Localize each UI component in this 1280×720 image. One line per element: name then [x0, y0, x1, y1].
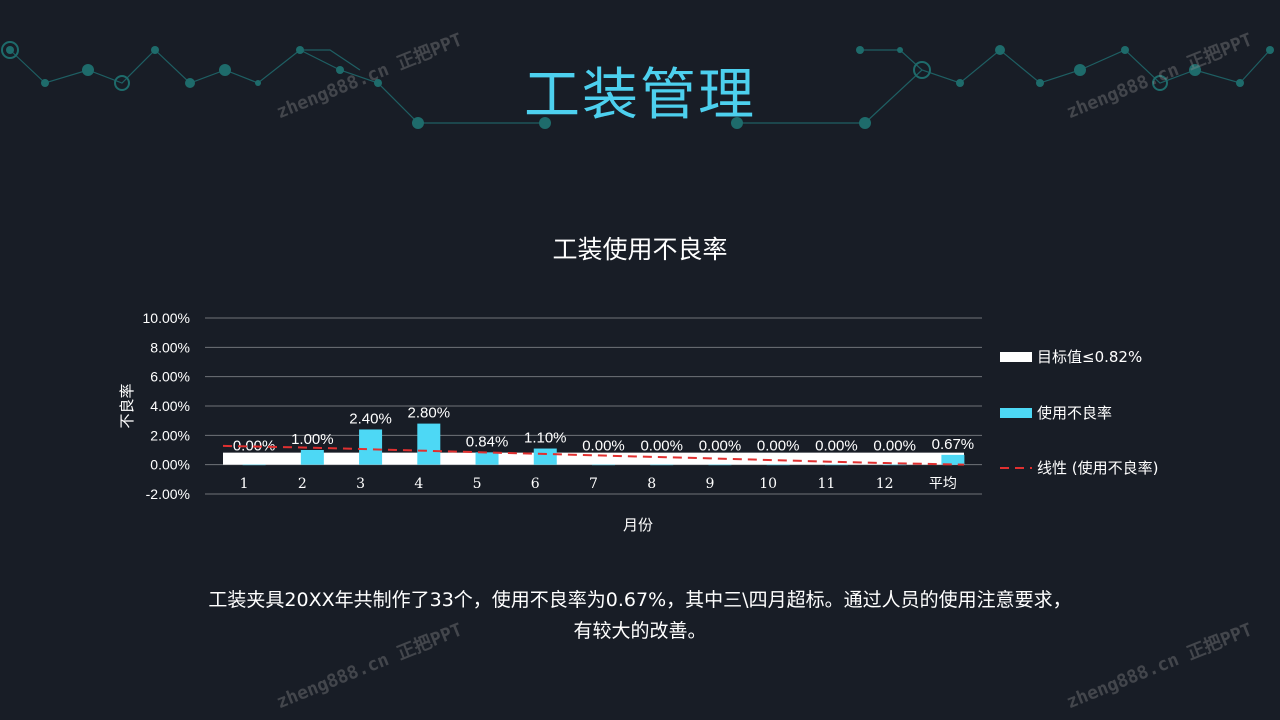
- x-tick-label: 10: [759, 476, 777, 492]
- bar: [766, 464, 790, 466]
- x-tick-label: 1: [240, 476, 249, 492]
- bar: [592, 464, 615, 466]
- data-label: 0.00%: [640, 438, 683, 455]
- bar: [300, 450, 324, 465]
- summary-line-1: 工装夹具20XX年共制作了33个，使用不良率为0.67%，其中三\四月超标。通过…: [208, 589, 1072, 611]
- data-label: 2.40%: [349, 410, 392, 427]
- y-tick-label: -2.00%: [146, 486, 190, 502]
- y-tick-label: 8.00%: [150, 339, 190, 355]
- data-label: 1.00%: [291, 431, 334, 448]
- legend-swatch: [1000, 408, 1032, 418]
- x-tick-label: 6: [531, 476, 540, 492]
- x-tick-label: 12: [876, 476, 894, 492]
- bar-chart: 10.00%8.00%6.00%4.00%2.00%0.00%-2.00%0.0…: [118, 310, 1158, 534]
- x-tick-label: 4: [414, 476, 423, 492]
- data-label: 0.00%: [873, 438, 916, 455]
- x-tick-label: 8: [647, 476, 656, 492]
- y-tick-label: 6.00%: [150, 369, 190, 385]
- circuit-decoration: [1, 41, 1274, 129]
- x-tick-label: 9: [706, 476, 715, 492]
- bar: [242, 464, 266, 466]
- bar: [708, 464, 732, 466]
- legend-swatch: [1000, 352, 1032, 362]
- data-label: 0.00%: [699, 438, 742, 455]
- y-axis-title: 不良率: [118, 383, 136, 428]
- trendline: [222, 444, 965, 466]
- slide-title: 工装管理: [524, 63, 756, 128]
- chart-title: 工装使用不良率: [552, 235, 728, 264]
- x-axis-title: 月份: [623, 516, 653, 534]
- bar: [417, 423, 441, 465]
- data-label: 2.80%: [408, 405, 451, 422]
- legend-label: 使用不良率: [1037, 404, 1112, 422]
- data-label: 0.84%: [466, 433, 509, 450]
- x-tick-label: 平均: [929, 476, 957, 492]
- y-tick-label: 10.00%: [143, 310, 190, 326]
- legend-label: 目标值≤0.82%: [1037, 348, 1142, 366]
- summary-line-2: 有较大的改善。: [573, 620, 707, 642]
- data-label: 0.00%: [815, 438, 858, 455]
- x-tick-label: 5: [473, 476, 482, 492]
- bar: [650, 464, 674, 466]
- x-tick-label: 7: [589, 476, 598, 492]
- data-label: 0.00%: [582, 438, 625, 455]
- bar: [359, 429, 383, 465]
- bar: [475, 452, 499, 465]
- y-tick-label: 2.00%: [150, 427, 190, 443]
- bar: [824, 464, 848, 466]
- bar: [533, 448, 557, 465]
- data-label: 0.00%: [757, 438, 800, 455]
- x-tick-label: 2: [298, 476, 307, 492]
- x-tick-label: 3: [356, 476, 365, 492]
- y-tick-label: 4.00%: [150, 398, 190, 414]
- y-tick-label: 0.00%: [150, 457, 190, 473]
- legend-label: 线性 (使用不良率): [1037, 459, 1158, 477]
- summary-text: 工装夹具20XX年共制作了33个，使用不良率为0.67%，其中三\四月超标。通过…: [140, 585, 1140, 647]
- bar: [883, 464, 907, 466]
- x-tick-label: 11: [818, 476, 836, 492]
- data-label: 0.67%: [932, 436, 975, 453]
- data-label: 1.10%: [524, 430, 567, 447]
- target-area: [223, 452, 964, 465]
- bar: [941, 454, 965, 465]
